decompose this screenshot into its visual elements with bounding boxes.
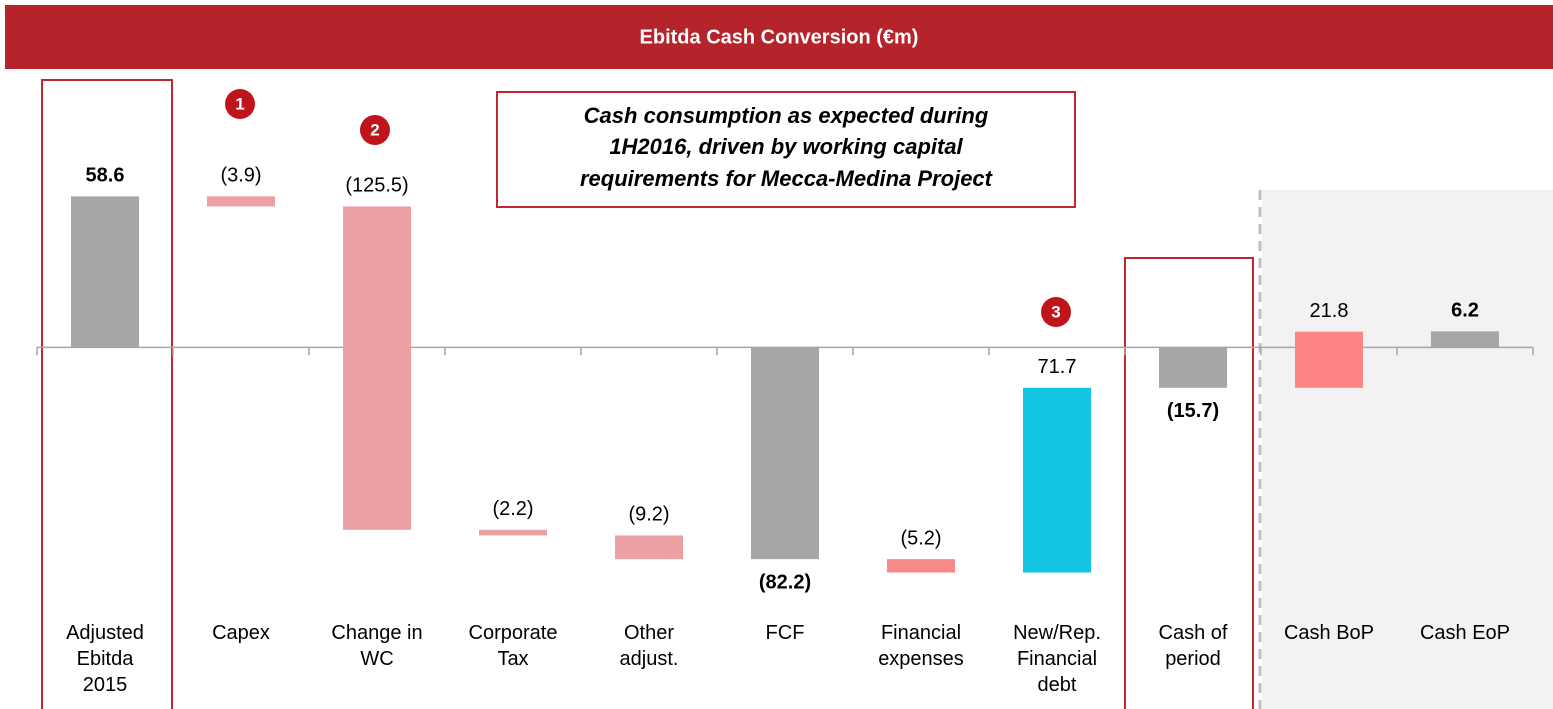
data-label: 6.2	[1451, 300, 1479, 322]
x-tick-label-line: expenses	[878, 648, 964, 670]
data-label: (15.7)	[1167, 400, 1219, 422]
x-tick-label-line: Capex	[212, 622, 270, 644]
bar	[1023, 387, 1091, 573]
x-tick-label-line: Financial	[1017, 648, 1097, 670]
bar	[479, 529, 547, 536]
x-tick-label: Other adjust.	[620, 622, 679, 670]
bar	[1295, 331, 1363, 388]
x-tick-label-line: Cash of	[1159, 622, 1228, 644]
marker-label: 1	[235, 94, 244, 113]
marker-label: 3	[1051, 302, 1060, 321]
data-label: 58.6	[86, 165, 125, 187]
data-label: (2.2)	[492, 498, 533, 520]
data-label: 21.8	[1310, 300, 1349, 322]
x-tick-label-line: New/Rep.	[1013, 622, 1101, 644]
x-tick-label-line: Cash BoP	[1284, 622, 1374, 644]
bar	[343, 206, 411, 530]
x-tick-label: Change in WC	[331, 622, 422, 670]
x-tick-label-line: Change in	[331, 622, 422, 644]
x-tick-label-line: Financial	[881, 622, 961, 644]
marker	[1041, 297, 1071, 327]
x-tick-label: FCF	[766, 622, 805, 644]
data-label: (9.2)	[628, 504, 669, 526]
data-label: 71.7	[1038, 356, 1077, 378]
data-label: (125.5)	[345, 175, 408, 197]
x-tick-label-line: Tax	[497, 648, 528, 670]
shaded-area	[1262, 190, 1553, 709]
x-tick-label-line: 2015	[83, 674, 128, 696]
bar	[751, 347, 819, 560]
x-tick-label: Financial expenses	[878, 622, 964, 670]
x-tick-label: Adjusted Ebitda 2015	[66, 622, 144, 696]
marker	[225, 89, 255, 119]
x-tick-label: Corporate Tax	[469, 622, 558, 670]
annotation: 1H2016, driven by working capital	[609, 134, 963, 159]
data-label: (82.2)	[759, 571, 811, 593]
bar	[1159, 347, 1227, 388]
x-tick-label: Capex	[212, 622, 270, 644]
bar	[887, 559, 955, 573]
highlight-box	[41, 79, 173, 709]
x-tick-label: Cash of period	[1159, 622, 1228, 670]
bar	[71, 196, 139, 348]
x-tick-label-line: period	[1165, 648, 1221, 670]
marker	[360, 115, 390, 145]
x-tick-label-line: WC	[360, 648, 393, 670]
bar	[207, 196, 275, 207]
annotation: Cash consumption as expected during	[584, 103, 989, 128]
annotation-box	[496, 91, 1076, 208]
x-tick-label: Cash BoP	[1284, 622, 1374, 644]
data-label: (3.9)	[220, 165, 261, 187]
x-tick-label-line: Ebitda	[77, 648, 135, 670]
data-label: (5.2)	[900, 527, 941, 549]
x-tick-label-line: Adjusted	[66, 622, 144, 644]
x-tick-label-line: Other	[624, 622, 674, 644]
annotation: requirements for Mecca-Medina Project	[580, 166, 994, 191]
bar	[615, 535, 683, 560]
bar	[1431, 331, 1499, 348]
marker-label: 2	[370, 120, 379, 139]
x-tick-label-line: Corporate	[469, 622, 558, 644]
x-tick-label: Cash EoP	[1420, 622, 1510, 644]
highlight-box	[1124, 257, 1254, 709]
x-tick-label-line: Cash EoP	[1420, 622, 1510, 644]
x-tick-label-line: adjust.	[620, 648, 679, 670]
x-tick-label-line: FCF	[766, 622, 805, 644]
header-bar	[5, 5, 1553, 69]
x-tick-label-line: debt	[1038, 674, 1077, 696]
chart-title: Ebitda Cash Conversion (€m)	[640, 26, 919, 48]
x-tick-label: New/Rep. Financial debt	[1013, 622, 1101, 696]
